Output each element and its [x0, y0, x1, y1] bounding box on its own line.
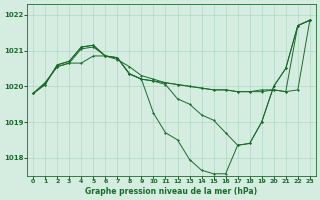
X-axis label: Graphe pression niveau de la mer (hPa): Graphe pression niveau de la mer (hPa)	[85, 187, 258, 196]
